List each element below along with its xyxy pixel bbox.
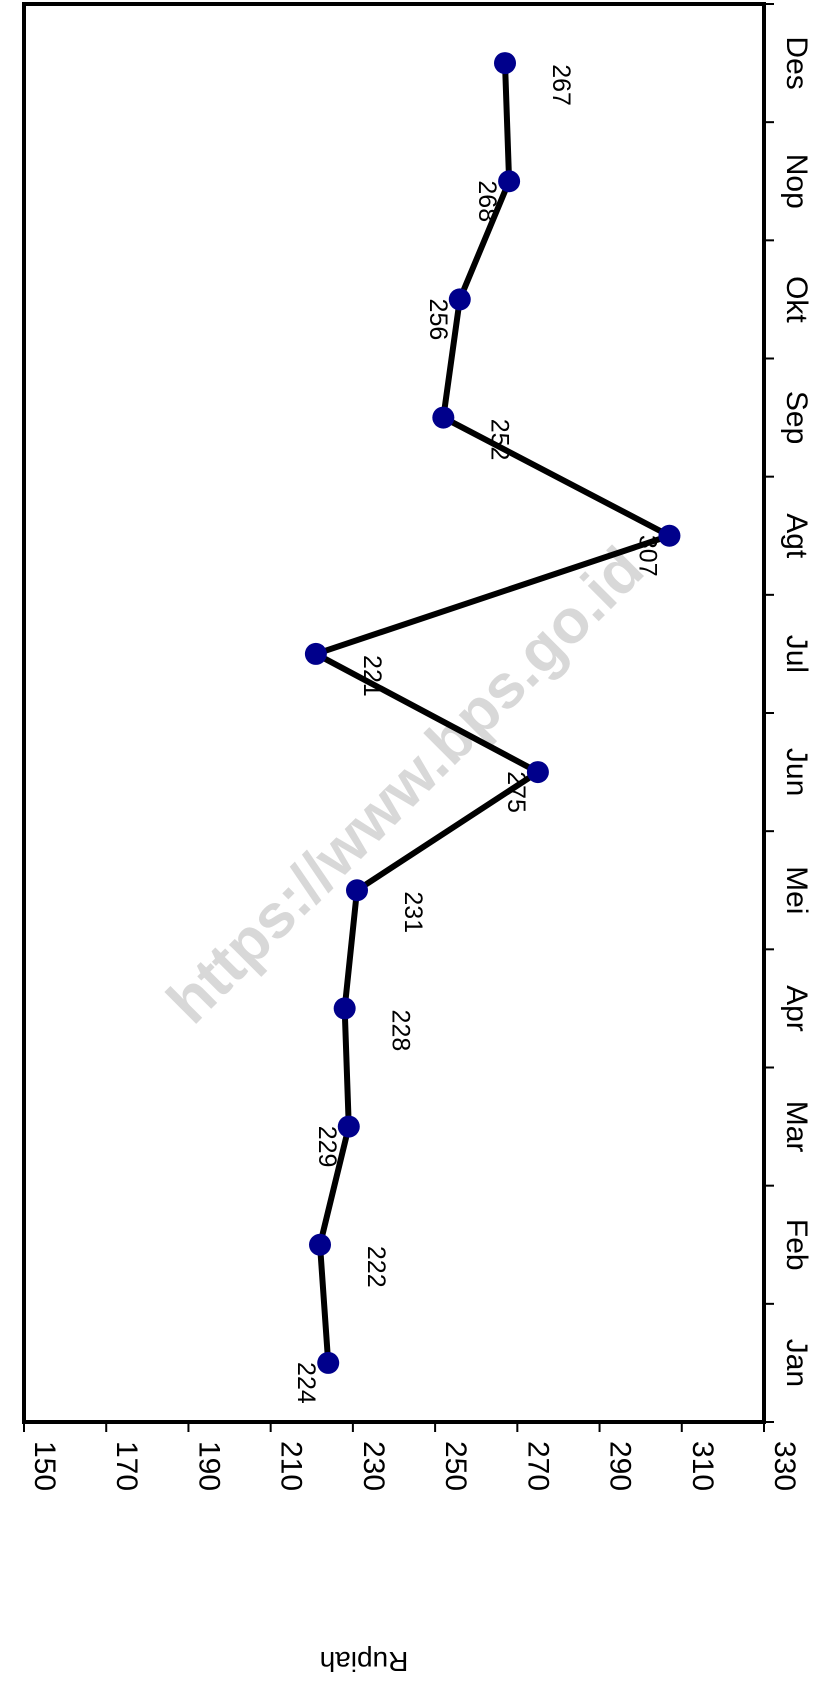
data-label: 307: [633, 535, 661, 577]
data-point: [337, 1115, 360, 1138]
watermark: https://www.bps.go.id: [154, 534, 657, 1037]
category-label: Apr: [780, 985, 813, 1032]
data-label: 267: [547, 64, 575, 106]
data-point: [432, 406, 455, 429]
data-point: [448, 288, 471, 311]
category-label: Jun: [780, 748, 813, 796]
axis-ticks: [23, 3, 774, 1432]
value-tick-label: 310: [686, 1441, 719, 1491]
data-label: 268: [473, 180, 501, 222]
data-label: 252: [485, 419, 513, 461]
value-tick-label: 330: [768, 1441, 801, 1491]
category-label: Mar: [780, 1101, 813, 1153]
data-label: 228: [387, 1010, 415, 1052]
data-point: [304, 642, 327, 665]
category-label: Mei: [780, 866, 813, 914]
data-label: 275: [502, 771, 530, 813]
value-tick-label: 190: [192, 1441, 225, 1491]
data-label: 256: [424, 299, 452, 341]
category-label: Jan: [780, 1339, 813, 1387]
data-label: 224: [292, 1362, 320, 1404]
data-point: [498, 170, 521, 193]
category-label: Sep: [780, 391, 813, 444]
value-tick-label: 230: [357, 1441, 390, 1491]
category-label: Feb: [780, 1219, 813, 1271]
category-label: Agt: [780, 513, 813, 559]
value-tick-label: 150: [28, 1441, 61, 1491]
data-point: [309, 1233, 331, 1256]
markers: [304, 52, 681, 1374]
value-tick-label: 210: [275, 1441, 308, 1491]
category-label: Nop: [780, 154, 813, 209]
value-tick-label: 270: [521, 1441, 554, 1491]
data-point: [526, 761, 549, 784]
category-label: Jul: [780, 635, 813, 673]
data-point: [494, 52, 516, 75]
data-point: [346, 879, 368, 902]
series-line: [312, 62, 673, 1364]
value-tick-label: 170: [110, 1441, 143, 1491]
series: [312, 62, 673, 1364]
data-label: 221: [358, 655, 386, 697]
category-label: Okt: [780, 276, 813, 323]
data-label: 231: [399, 891, 427, 933]
value-tick-label: 250: [439, 1441, 472, 1491]
tick-labels: 150 170 190 210 230 250 270 290 310 330 Jan Feb Mar A…: [28, 36, 813, 1491]
data-point: [333, 997, 356, 1020]
data-label: 229: [313, 1126, 341, 1168]
data-label: 222: [362, 1246, 390, 1288]
data-point: [658, 524, 681, 547]
value-tick-label: 290: [604, 1441, 637, 1491]
y-axis-label: Rupiah: [320, 1646, 409, 1677]
data-point: [317, 1351, 340, 1374]
category-label: Des: [780, 36, 813, 89]
plot-frame: [22, 2, 766, 1424]
data-labels: 224 222 229 228 231 275 221 307 252 256 268 267: [292, 64, 661, 1404]
